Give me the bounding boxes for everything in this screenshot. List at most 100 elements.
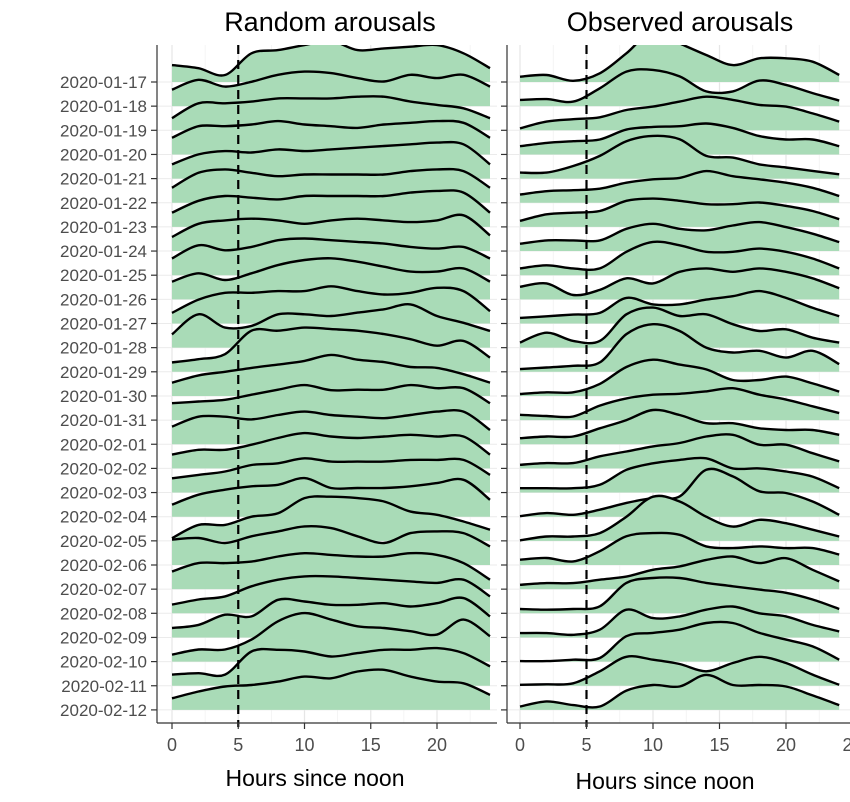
ridge-fill [172,71,490,107]
ridge-fill [172,142,490,179]
ridge-fill [520,409,840,445]
y-tick-label: 2020-01-29 [60,363,147,382]
x-axis-title-random: Hours since noon [226,765,405,791]
ridge-fill [172,458,490,493]
y-tick-label: 2020-01-18 [60,97,147,116]
ridge-line [171,574,491,606]
ridge-line [171,213,491,239]
ridge-line [171,611,491,656]
ridge-2020-02-07 [519,555,840,590]
ridge-2020-02-10 [519,620,840,663]
ridge-fill [520,45,840,82]
x-tick-label: 5 [581,735,591,755]
ridge-2020-02-06 [519,531,840,565]
ridge-2020-01-17 [171,45,491,82]
y-tick-label: 2020-02-01 [60,435,147,454]
ridge-line [519,531,840,563]
ridge-fill [520,468,840,517]
ridge-2020-01-22 [519,169,840,203]
ridge-line [519,306,840,345]
ridge-line [519,68,840,104]
ridge-fill [520,388,840,421]
ridge-fill [520,359,840,396]
ridge-2020-01-31 [519,386,840,421]
ridge-2020-02-07 [171,551,491,590]
ridge-2020-01-19 [519,95,840,131]
ridge-fill [520,324,840,372]
ridge-line [171,596,491,630]
ridge-2020-01-27 [519,289,840,324]
y-tick-label: 2020-01-22 [60,194,147,213]
ridge-2020-01-26 [171,257,491,300]
ridge-line [171,408,491,431]
ridge-line [519,220,840,245]
ridge-2020-01-17 [519,45,840,83]
ridge-line [171,237,491,260]
ridge-2020-01-29 [519,322,840,372]
ridge-line [519,95,840,130]
ridge-2020-02-01 [519,408,840,445]
ridge-line [171,285,491,314]
x-tick-label: 20 [427,735,447,755]
x-tick-label: 5 [233,735,243,755]
ridge-fill [520,656,840,686]
ridge-fill [520,577,840,614]
ridge-line [519,289,840,320]
y-tick-label: 2020-01-27 [60,315,147,334]
ridge-2020-01-21 [519,134,840,179]
y-tick-label: 2020-02-08 [60,604,147,623]
ridge-line [171,167,491,189]
ridge-line [171,353,491,384]
ridge-line [519,45,840,83]
ridge-fill [172,496,490,541]
ridge-line [519,555,840,586]
x-tick-label: 15 [709,735,729,755]
y-tick-label: 2020-02-10 [60,653,147,672]
ridge-2020-02-04 [519,467,840,518]
ridge-line [171,495,491,540]
ridge-line [171,646,491,678]
ridge-2020-02-08 [519,576,840,614]
ridge-2020-02-05 [519,494,840,542]
ridge-line [171,524,491,548]
ridge-fill [520,495,840,541]
x-tick-label: 25 [842,735,850,755]
ridge-fill [520,241,840,276]
x-tick-label: 15 [361,735,381,755]
ridge-line [519,433,840,466]
ridge-fill [520,457,840,493]
y-tick-label: 2020-02-03 [60,484,147,503]
ridge-fill [520,135,840,179]
ridge-2020-02-12 [519,673,840,710]
x-tick-label: 10 [294,735,314,755]
ridge-fill [520,307,840,348]
ridge-2020-01-18 [519,68,840,107]
ridge-fill [172,258,490,300]
panel-random: 2020-01-17 2020-01-18 2020-01-19 2020-01-20… [60,45,497,755]
ridge-2020-01-21 [171,140,491,179]
ridge-line [171,326,491,364]
y-tick-label: 2020-02-11 [61,677,147,696]
ridge-line [171,551,491,581]
ridge-2020-01-25 [171,237,491,276]
ridge-2020-02-09 [171,596,491,638]
ridge-fill [172,327,490,372]
ridge-line [519,467,840,518]
ridge-fill [520,69,840,107]
ridge-line [171,476,491,506]
y-tick-label: 2020-01-19 [60,121,147,140]
ridge-2020-02-05 [171,495,491,541]
ridge-fill [520,171,840,203]
ridge-line [171,95,491,120]
ridge-2020-01-18 [171,70,491,107]
ridge-2020-01-31 [171,383,491,421]
ridge-2020-01-30 [519,358,840,396]
ridge-line [519,240,840,271]
ridge-fill [520,556,840,590]
ridge-line [519,673,840,709]
y-tick-label: 2020-02-07 [60,580,147,599]
ridge-line [171,457,491,480]
ridge-line [171,668,491,700]
panel-title-observed: Observed arousals [567,7,794,37]
